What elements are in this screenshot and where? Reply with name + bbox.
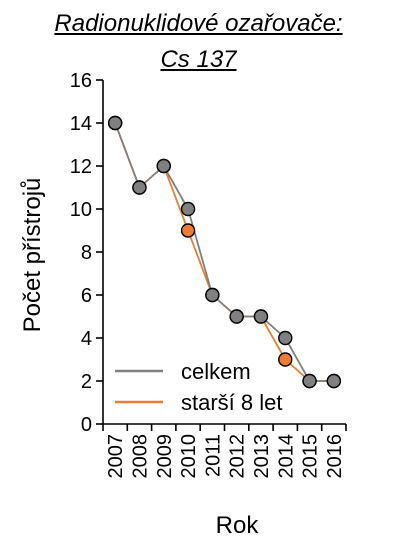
y-tick-label: 2 [81, 371, 92, 393]
legend: celkem starší 8 let [115, 359, 282, 415]
y-axis: 0 2 4 6 8 10 12 14 16 [70, 70, 104, 436]
x-axis-label: Rok [216, 512, 260, 537]
legend-label-1: starší 8 let [181, 390, 282, 415]
data-point [326, 373, 342, 389]
data-point [156, 158, 171, 174]
x-tick-label: 2015 [300, 434, 322, 479]
y-tick-label: 0 [81, 414, 92, 436]
chart-title-line-1: Radionuklidové ozařovače: [54, 10, 343, 37]
y-tick-label: 12 [70, 156, 92, 178]
y-tick-label: 4 [81, 328, 92, 350]
y-tick-label: 16 [70, 70, 92, 92]
data-point [205, 287, 220, 303]
x-tick-label: 2013 [251, 434, 273, 479]
x-tick-label: 2007 [105, 434, 127, 479]
data-point [253, 309, 269, 324]
y-tick-label: 14 [70, 113, 92, 135]
data-point [302, 373, 317, 389]
data-point [278, 330, 293, 346]
chart-title-line-2: Cs 137 [160, 46, 237, 73]
x-tick-label: 2014 [275, 434, 297, 479]
data-point [180, 201, 196, 217]
x-tick-label: 2010 [178, 434, 200, 479]
x-tick-label: 2012 [227, 434, 249, 479]
y-tick-label: 10 [70, 199, 92, 221]
x-axis: 2007 2008 2009 2010 2011 2012 2013 2014 2015 2016 [102, 423, 347, 479]
data-point [229, 309, 244, 324]
series-line-1 [114, 122, 334, 382]
x-tick-label: 2016 [324, 434, 346, 479]
x-tick-label: 2009 [154, 434, 176, 479]
data-point [278, 352, 293, 367]
series-layer [107, 115, 342, 389]
y-axis-label: Počet přístrojů [19, 178, 46, 333]
x-tick-label: 2011 [202, 434, 224, 477]
data-point [107, 115, 123, 131]
y-tick-label: 8 [81, 242, 92, 264]
data-point [132, 180, 147, 195]
x-tick-label: 2008 [129, 434, 151, 479]
series-line-0 [114, 122, 334, 382]
legend-label-0: celkem [181, 359, 251, 384]
y-tick-label: 6 [81, 285, 92, 307]
data-point [180, 223, 196, 238]
